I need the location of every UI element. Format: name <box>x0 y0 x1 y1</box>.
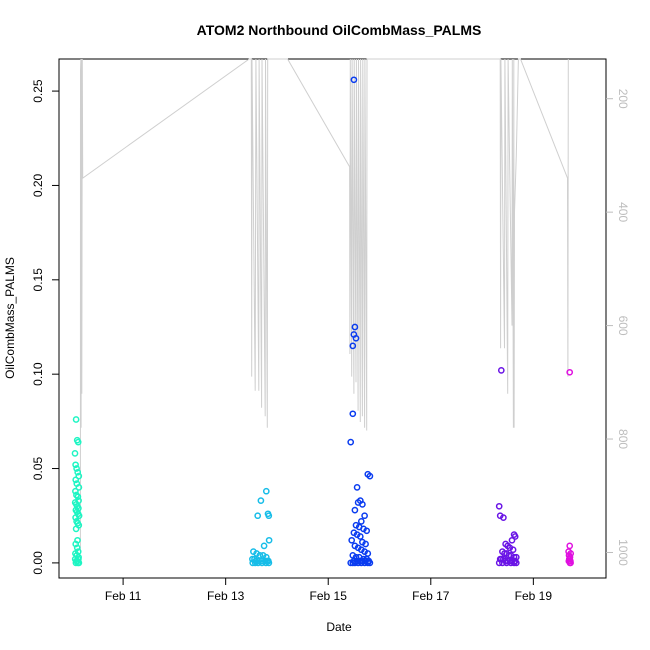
y-tick-label: 0.10 <box>31 362 45 386</box>
data-point <box>265 512 273 520</box>
plot-frame <box>58 58 607 579</box>
y2-tick-label: 600 <box>616 316 630 336</box>
data-point <box>509 546 517 554</box>
data-point <box>357 559 365 567</box>
data-point <box>351 506 359 514</box>
y-axis-label: OilCombMass_PALMS <box>3 257 17 379</box>
data-point <box>497 367 505 374</box>
data-point <box>357 518 365 525</box>
data-point <box>503 559 510 567</box>
data-point <box>260 542 268 550</box>
x-tick-label: Feb 13 <box>207 589 245 603</box>
y2-tick-label: 400 <box>616 202 630 222</box>
data-point <box>349 410 357 418</box>
data-point <box>72 476 80 484</box>
x-tick-label: Feb 11 <box>105 589 142 603</box>
data-point <box>351 559 359 567</box>
data-point <box>72 487 79 495</box>
x-tick-label: Feb 17 <box>412 589 450 603</box>
data-point <box>74 493 82 501</box>
data-point <box>74 468 82 476</box>
data-point <box>353 484 361 491</box>
data-point <box>348 536 356 544</box>
data-point <box>361 512 368 520</box>
data-point <box>72 416 80 423</box>
data-point <box>73 544 81 552</box>
altitude-line <box>79 58 569 553</box>
data-point <box>495 502 503 510</box>
data-point <box>254 512 262 520</box>
y-tick-label: 0.20 <box>31 173 45 197</box>
data-point <box>495 559 503 567</box>
data-point <box>349 342 357 350</box>
y-tick-label: 0.15 <box>31 268 45 292</box>
data-point <box>265 536 273 544</box>
data-point <box>351 323 359 331</box>
data-point <box>566 368 574 376</box>
y-axis: 0.00 0.05 0.10 0.15 0.20 0.25 <box>31 79 59 575</box>
data-point <box>366 472 374 480</box>
data-point <box>354 559 362 567</box>
data-point <box>359 501 366 508</box>
data-point <box>72 525 80 533</box>
data-point <box>72 461 79 469</box>
data-point <box>262 559 270 567</box>
data-point <box>75 555 82 563</box>
data-point <box>511 533 519 540</box>
x-axis: Feb 11 Feb 13 Feb 15 Feb 17 Feb 19 <box>105 578 552 603</box>
data-point <box>362 540 369 548</box>
y-tick-label: 0.25 <box>31 79 45 103</box>
data-point <box>366 559 374 567</box>
x-axis-label: Date <box>326 620 352 634</box>
data-point <box>567 559 574 567</box>
y-tick-label: 0.00 <box>31 551 45 575</box>
data-point <box>499 559 506 567</box>
y2-tick-label: 200 <box>616 89 630 109</box>
data-point <box>265 559 273 567</box>
data-point <box>500 514 507 521</box>
data-point <box>258 559 266 567</box>
data-point <box>257 497 265 504</box>
data-point <box>356 533 364 540</box>
data-point <box>74 438 82 446</box>
data-points <box>71 76 575 567</box>
data-point <box>254 559 262 567</box>
data-point <box>347 438 355 446</box>
data-point <box>72 540 80 548</box>
y2-tick-label: 800 <box>616 429 630 449</box>
data-point <box>71 450 79 457</box>
y2-tick-label: 1000 <box>616 539 630 566</box>
data-point <box>75 484 83 491</box>
altitude-trace <box>79 58 569 553</box>
y-tick-label: 0.05 <box>31 457 45 481</box>
secondary-y-axis: 200 400 600 800 1000 <box>606 89 630 566</box>
data-point <box>73 465 80 472</box>
data-point <box>508 536 516 544</box>
data-point <box>510 559 518 567</box>
data-point <box>350 76 358 84</box>
data-point <box>72 514 79 521</box>
data-point <box>566 542 574 550</box>
x-tick-label: Feb 15 <box>310 589 348 603</box>
data-point <box>363 527 371 535</box>
data-point <box>512 559 520 567</box>
data-point <box>352 334 360 342</box>
data-point <box>262 487 270 495</box>
data-point <box>251 559 259 567</box>
chart-title: ATOM2 Northbound OilCombMass_PALMS <box>197 22 482 38</box>
x-tick-label: Feb 19 <box>515 589 553 603</box>
